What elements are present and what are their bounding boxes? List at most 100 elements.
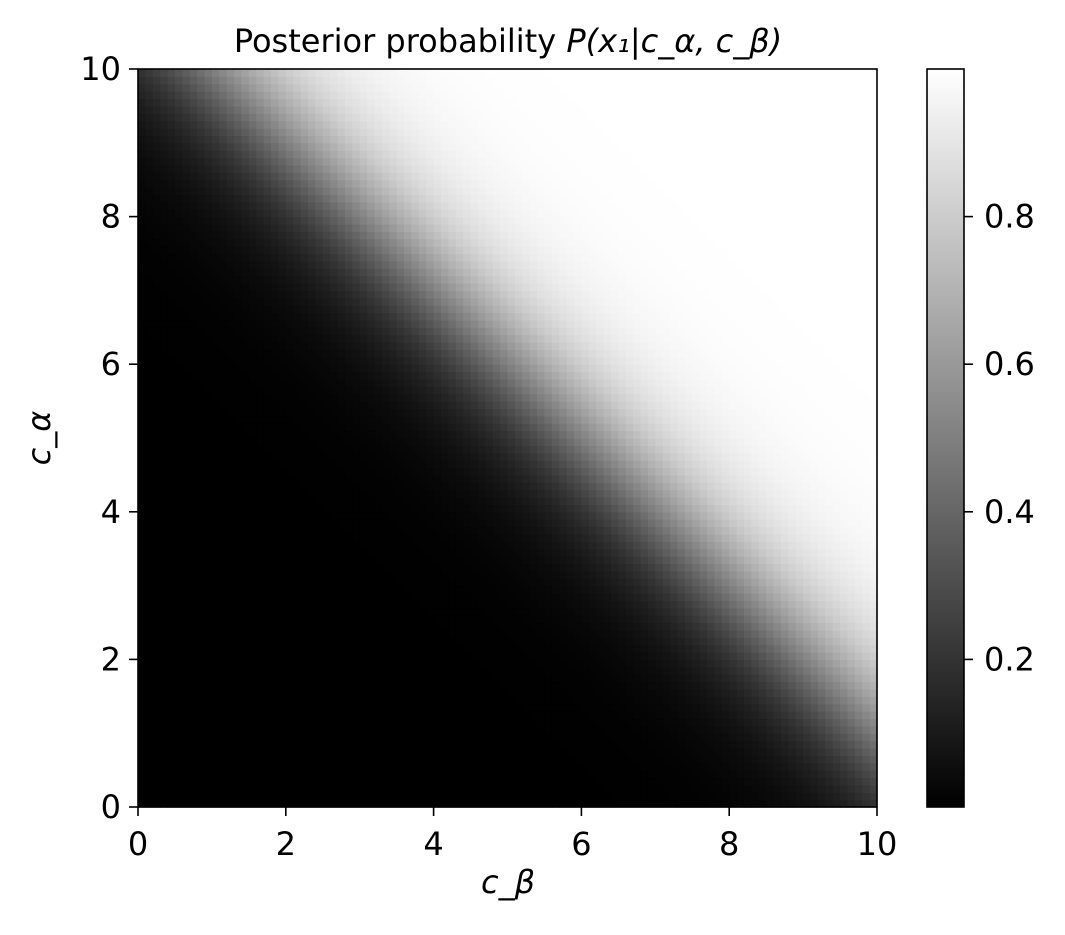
heatmap-cell xyxy=(167,452,176,461)
heatmap-cell xyxy=(234,260,243,269)
heatmap-cell xyxy=(485,371,494,380)
heatmap-cell xyxy=(271,393,280,402)
heatmap-cell xyxy=(285,157,294,166)
heatmap-cell xyxy=(293,511,302,520)
heatmap-cell xyxy=(152,408,161,417)
heatmap-cell xyxy=(315,187,324,196)
heatmap-cell xyxy=(234,430,243,439)
heatmap-cell xyxy=(226,526,235,535)
heatmap-cell xyxy=(433,283,442,291)
heatmap-cell xyxy=(174,563,183,572)
heatmap-cell xyxy=(160,378,169,387)
heatmap-cell xyxy=(256,570,265,579)
heatmap-cell xyxy=(211,187,220,196)
heatmap-cell xyxy=(234,563,243,572)
heatmap-cell xyxy=(344,681,353,690)
heatmap-cell xyxy=(433,83,442,92)
heatmap-cell xyxy=(381,725,390,734)
heatmap-cell xyxy=(426,364,435,373)
heatmap-cell xyxy=(470,497,479,506)
heatmap-cell xyxy=(411,275,420,284)
heatmap-cell xyxy=(344,770,353,779)
heatmap-cell xyxy=(204,711,213,720)
heatmap-cell xyxy=(189,519,198,528)
heatmap-cell xyxy=(167,681,176,690)
heatmap-cell xyxy=(152,607,161,616)
heatmap-cell xyxy=(463,519,472,528)
heatmap-cell xyxy=(182,268,191,277)
heatmap-cell xyxy=(470,607,479,616)
heatmap-cell xyxy=(285,401,294,410)
heatmap-cell xyxy=(174,393,183,402)
heatmap-cell xyxy=(189,305,198,314)
heatmap-cell xyxy=(241,777,250,786)
heatmap-cell xyxy=(278,342,287,351)
heatmap-cell xyxy=(381,83,390,92)
heatmap-cell xyxy=(477,799,486,808)
heatmap-cell xyxy=(455,194,464,203)
heatmap-cell xyxy=(500,659,509,668)
heatmap-cell xyxy=(418,578,427,587)
heatmap-cell xyxy=(271,164,280,173)
heatmap-cell xyxy=(367,482,376,491)
heatmap-cell xyxy=(263,371,272,380)
heatmap-cell xyxy=(145,386,154,395)
heatmap-cell xyxy=(396,105,405,114)
heatmap-cell xyxy=(293,784,302,793)
heatmap-cell xyxy=(219,142,228,151)
heatmap-cell xyxy=(256,652,265,660)
heatmap-cell xyxy=(426,504,435,513)
heatmap-cell xyxy=(241,489,250,498)
heatmap-cell xyxy=(315,747,324,756)
heatmap-cell xyxy=(374,718,383,727)
heatmap-cell xyxy=(485,305,494,314)
heatmap-cell xyxy=(485,253,494,262)
heatmap-cell xyxy=(426,209,435,218)
heatmap-cell xyxy=(307,733,316,742)
heatmap-cell xyxy=(492,563,501,572)
heatmap-cell xyxy=(389,755,398,764)
heatmap-cell xyxy=(440,342,449,351)
heatmap-cell xyxy=(381,386,390,395)
heatmap-cell xyxy=(344,187,353,196)
heatmap-cell xyxy=(300,386,309,395)
heatmap-cell xyxy=(293,747,302,756)
heatmap-cell xyxy=(278,696,287,705)
heatmap-cell xyxy=(477,393,486,402)
heatmap-cell xyxy=(138,393,146,402)
heatmap-cell xyxy=(234,592,243,601)
heatmap-cell xyxy=(418,120,427,129)
heatmap-cell xyxy=(204,629,213,638)
heatmap-cell xyxy=(307,142,316,151)
heatmap-cell xyxy=(440,69,449,77)
heatmap-cell xyxy=(307,711,316,720)
heatmap-cell xyxy=(300,541,309,550)
heatmap-cell xyxy=(234,423,243,432)
heatmap-cell xyxy=(352,327,361,336)
heatmap-cell xyxy=(477,519,486,528)
heatmap-cell xyxy=(477,378,486,387)
heatmap-cell xyxy=(470,157,479,166)
heatmap-cell xyxy=(167,578,176,587)
heatmap-cell xyxy=(470,172,479,181)
heatmap-cell xyxy=(433,570,442,579)
heatmap-cell xyxy=(219,607,228,616)
heatmap-cell xyxy=(470,666,479,675)
heatmap-cell xyxy=(152,615,161,624)
heatmap-cell xyxy=(411,297,420,306)
heatmap-cell xyxy=(138,533,146,542)
heatmap-cell xyxy=(293,585,302,594)
heatmap-cell xyxy=(396,563,405,572)
heatmap-cell xyxy=(485,120,494,129)
heatmap-cell xyxy=(492,393,501,402)
heatmap-cell xyxy=(455,696,464,705)
heatmap-cell xyxy=(330,747,339,756)
heatmap-cell xyxy=(470,526,479,535)
heatmap-cell xyxy=(256,770,265,779)
heatmap-cell xyxy=(418,533,427,542)
heatmap-cell xyxy=(485,223,494,232)
heatmap-cell xyxy=(234,799,243,808)
heatmap-cell xyxy=(160,283,169,291)
heatmap-cell xyxy=(411,246,420,255)
heatmap-cell xyxy=(352,703,361,712)
